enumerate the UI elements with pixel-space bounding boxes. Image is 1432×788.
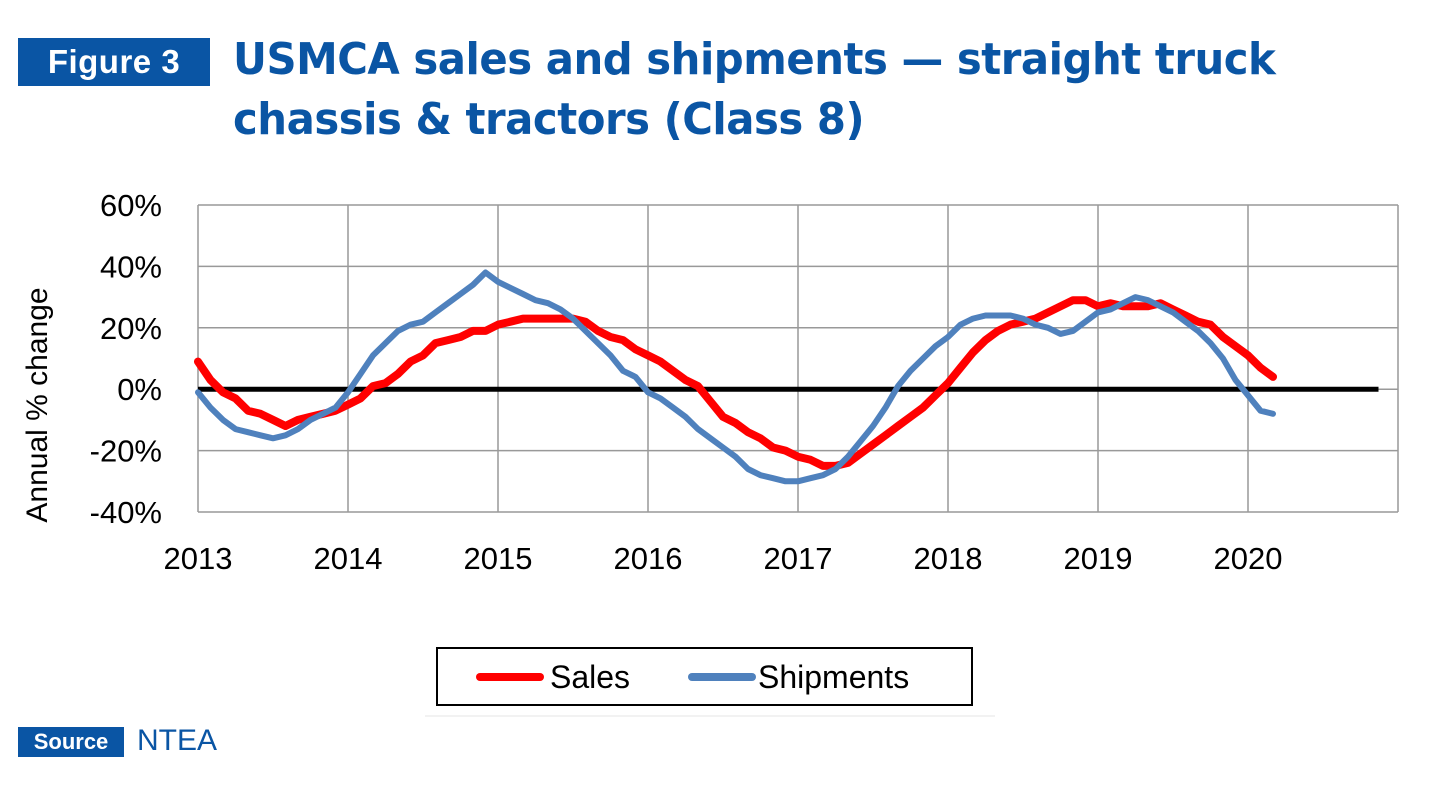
x-tick-label: 2013 — [164, 541, 233, 576]
x-tick-labels: 2013 2014 2015 2016 2017 2018 2019 2020 — [164, 541, 1283, 576]
source-value: NTEA — [137, 724, 218, 757]
y-tick-label: -40% — [90, 495, 162, 530]
x-tick-label: 2017 — [764, 541, 833, 576]
y-tick-label: 40% — [100, 249, 162, 284]
x-tick-label: 2020 — [1214, 541, 1283, 576]
legend: Sales Shipments — [436, 647, 973, 706]
y-tick-labels: 60% 40% 20% 0% -20% -40% — [90, 188, 162, 530]
x-tick-label: 2015 — [464, 541, 533, 576]
y-axis-label: Annual % change — [21, 287, 54, 522]
x-tick-label: 2014 — [314, 541, 383, 576]
x-tick-label: 2019 — [1064, 541, 1133, 576]
chart-title: USMCA sales and shipments — straight tru… — [233, 34, 1276, 145]
y-tick-label: 60% — [100, 188, 162, 223]
figure-label: Figure 3 — [18, 38, 210, 86]
series-line-shipments — [195, 269, 1276, 485]
series-lines — [194, 269, 1277, 485]
legend-sales-label: Sales — [550, 659, 630, 695]
source-label: Source — [18, 727, 124, 757]
y-tick-label: 20% — [100, 311, 162, 346]
series-line-sales — [194, 296, 1277, 470]
x-tick-label: 2016 — [614, 541, 683, 576]
legend-shipments-label: Shipments — [758, 659, 909, 695]
y-tick-label: 0% — [117, 372, 162, 407]
x-tick-label: 2018 — [914, 541, 983, 576]
y-tick-label: -20% — [90, 434, 162, 469]
grid — [197, 204, 1399, 513]
